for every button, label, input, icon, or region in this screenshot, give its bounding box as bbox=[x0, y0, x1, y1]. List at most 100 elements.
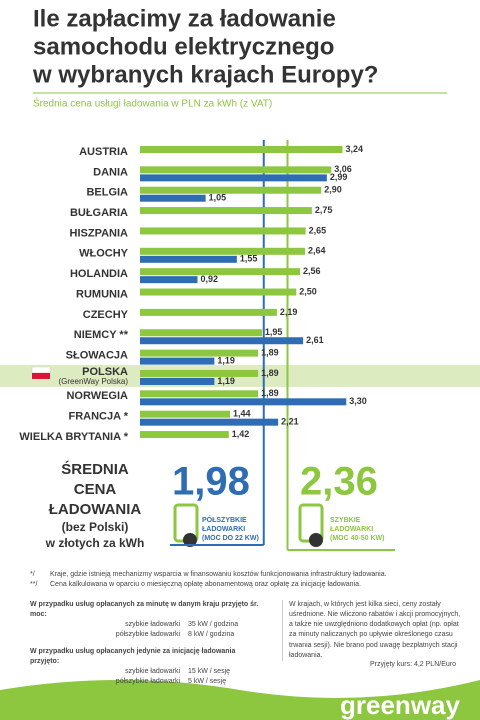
category-label: RUMUNIA bbox=[76, 288, 128, 300]
title-line: w wybranych krajach Europy? bbox=[32, 61, 378, 88]
category-note: (GreenWay Polska) bbox=[59, 377, 129, 386]
value-label: 2,65 bbox=[309, 225, 327, 235]
value-label: 1,89 bbox=[261, 347, 279, 357]
legend-word: ŁADOWARKI bbox=[202, 526, 245, 533]
value-label: 2,64 bbox=[308, 246, 326, 256]
bar bbox=[140, 166, 332, 174]
bar bbox=[140, 390, 259, 398]
bar bbox=[140, 186, 322, 194]
plug-icon bbox=[183, 533, 197, 547]
bar bbox=[140, 418, 279, 426]
average-note: w złotych za kWh bbox=[45, 536, 145, 550]
bar bbox=[140, 377, 215, 385]
legend-power: (MOC DO 22 KW) bbox=[202, 535, 259, 542]
plug-icon bbox=[309, 533, 323, 547]
bar bbox=[140, 410, 230, 418]
footnote-text: Cena kalkulowana w oparciu o miesięczną … bbox=[50, 581, 361, 589]
bar bbox=[140, 276, 198, 284]
average-value: 2,36 bbox=[300, 460, 378, 504]
bar bbox=[140, 268, 300, 276]
value-label: 1,95 bbox=[265, 327, 283, 337]
assumption-row: półszybkie ładowarki 5 kW / sesję bbox=[30, 677, 265, 687]
value-label: 2,99 bbox=[330, 172, 348, 182]
footnotes: */ Kraje, gdzie istnieją mechanizmy wspar… bbox=[30, 570, 460, 590]
average-heading: ŚREDNIA bbox=[61, 460, 129, 478]
value-label: 2,50 bbox=[299, 286, 317, 296]
footnote: */ Kraje, gdzie istnieją mechanizmy wspar… bbox=[30, 570, 460, 580]
bar bbox=[140, 207, 312, 215]
flag-red bbox=[32, 372, 50, 379]
category-label: POLSKA bbox=[82, 366, 128, 378]
method-note: W krajach, w których jest kilka sieci, c… bbox=[282, 600, 461, 661]
value-label: 1,05 bbox=[209, 193, 227, 203]
average-value: 1,98 bbox=[172, 460, 250, 504]
legend-word: PÓŁSZYBKIE bbox=[202, 515, 247, 524]
bar bbox=[140, 349, 259, 357]
assumptions: W przypadku usług opłacanych za minutę w… bbox=[30, 600, 265, 687]
legend-power: (MOC 40-50 KW) bbox=[330, 535, 384, 542]
assumption-value: 5 kW / sesję bbox=[188, 677, 227, 685]
bar bbox=[140, 337, 304, 345]
footnote-mark: **/ bbox=[30, 581, 38, 589]
value-label: 2,56 bbox=[303, 266, 321, 276]
value-label: 1,89 bbox=[261, 368, 279, 378]
assumption-row: półszybkie ładowarki 8 kW / godzina bbox=[30, 630, 265, 640]
bar bbox=[140, 146, 343, 153]
average-heading: ŁADOWANIA bbox=[49, 501, 142, 518]
bar bbox=[140, 357, 215, 365]
footer-wave bbox=[0, 680, 480, 720]
category-label: WIELKA BRYTANIA * bbox=[19, 431, 128, 443]
value-label: 3,06 bbox=[334, 164, 352, 174]
title-line: samochodu elektrycznego bbox=[33, 33, 334, 60]
category-label: HOLANDIA bbox=[70, 268, 128, 280]
value-label: 0,92 bbox=[201, 274, 219, 284]
bar bbox=[140, 369, 259, 377]
legend-label: PÓŁSZYBKIE ŁADOWARKI bbox=[202, 515, 247, 533]
bar bbox=[140, 194, 206, 202]
legend-word: SZYBKIE bbox=[330, 517, 361, 524]
value-label: 3,30 bbox=[349, 396, 367, 406]
footnote: **/ Cena kalkulowana w oparciu o miesięcz… bbox=[30, 580, 460, 590]
value-label: 1,19 bbox=[217, 355, 235, 365]
value-label: 1,55 bbox=[240, 254, 258, 264]
value-label: 2,75 bbox=[315, 205, 333, 215]
bar bbox=[140, 288, 297, 296]
value-label: 1,44 bbox=[233, 409, 251, 419]
bar bbox=[140, 174, 327, 182]
assumption-heading: W przypadku usług opłacanych za minutę w… bbox=[30, 601, 259, 619]
category-label: DANIA bbox=[93, 166, 128, 178]
assumption-row: szybkie ładowarki 15 kW / sesję bbox=[30, 667, 265, 677]
value-label: 3,24 bbox=[346, 144, 364, 154]
footnote-text: Kraje, gdzie istnieją mechanizmy wsparci… bbox=[50, 571, 387, 578]
average-heading: CENA bbox=[74, 481, 117, 498]
flag-white bbox=[31, 366, 51, 374]
value-label: 2,21 bbox=[281, 417, 299, 427]
bar bbox=[140, 247, 305, 255]
footnote-mark: */ bbox=[30, 571, 35, 578]
bar bbox=[140, 329, 262, 337]
value-label: 1,19 bbox=[217, 376, 235, 386]
assumption-key: szybkie ładowarki bbox=[125, 621, 180, 629]
bar bbox=[140, 431, 229, 439]
assumption-value: 8 kW / godzina bbox=[188, 631, 235, 639]
rate-note: Przyjęty kurs: 4,2 PLN/Euro bbox=[370, 661, 456, 668]
value-label: 2,61 bbox=[306, 335, 324, 345]
category-label: BUŁGARIA bbox=[70, 207, 128, 219]
bar bbox=[140, 398, 347, 406]
category-label: AUSTRIA bbox=[79, 146, 128, 158]
assumption-heading: W przypadku usług opłacanych jedynie za … bbox=[30, 647, 236, 665]
assumption-key: szybkie ładowarki bbox=[125, 667, 180, 675]
assumption-value: 15 kW / sesję bbox=[188, 667, 231, 675]
category-label: HISZPANIA bbox=[70, 227, 129, 239]
category-label: CZECHY bbox=[83, 309, 129, 321]
legend-word: ŁADOWARKI bbox=[330, 526, 373, 533]
logo: greenway bbox=[340, 690, 460, 720]
legend-label: SZYBKIE ŁADOWARKI bbox=[330, 517, 373, 533]
assumption-value: 35 kW / godzina bbox=[188, 621, 239, 629]
bar bbox=[140, 227, 306, 235]
value-label: 1,89 bbox=[261, 388, 279, 398]
value-label: 1,42 bbox=[232, 429, 250, 439]
subtitle: Średnia cena usługi ładowania w PLN za k… bbox=[33, 97, 272, 110]
